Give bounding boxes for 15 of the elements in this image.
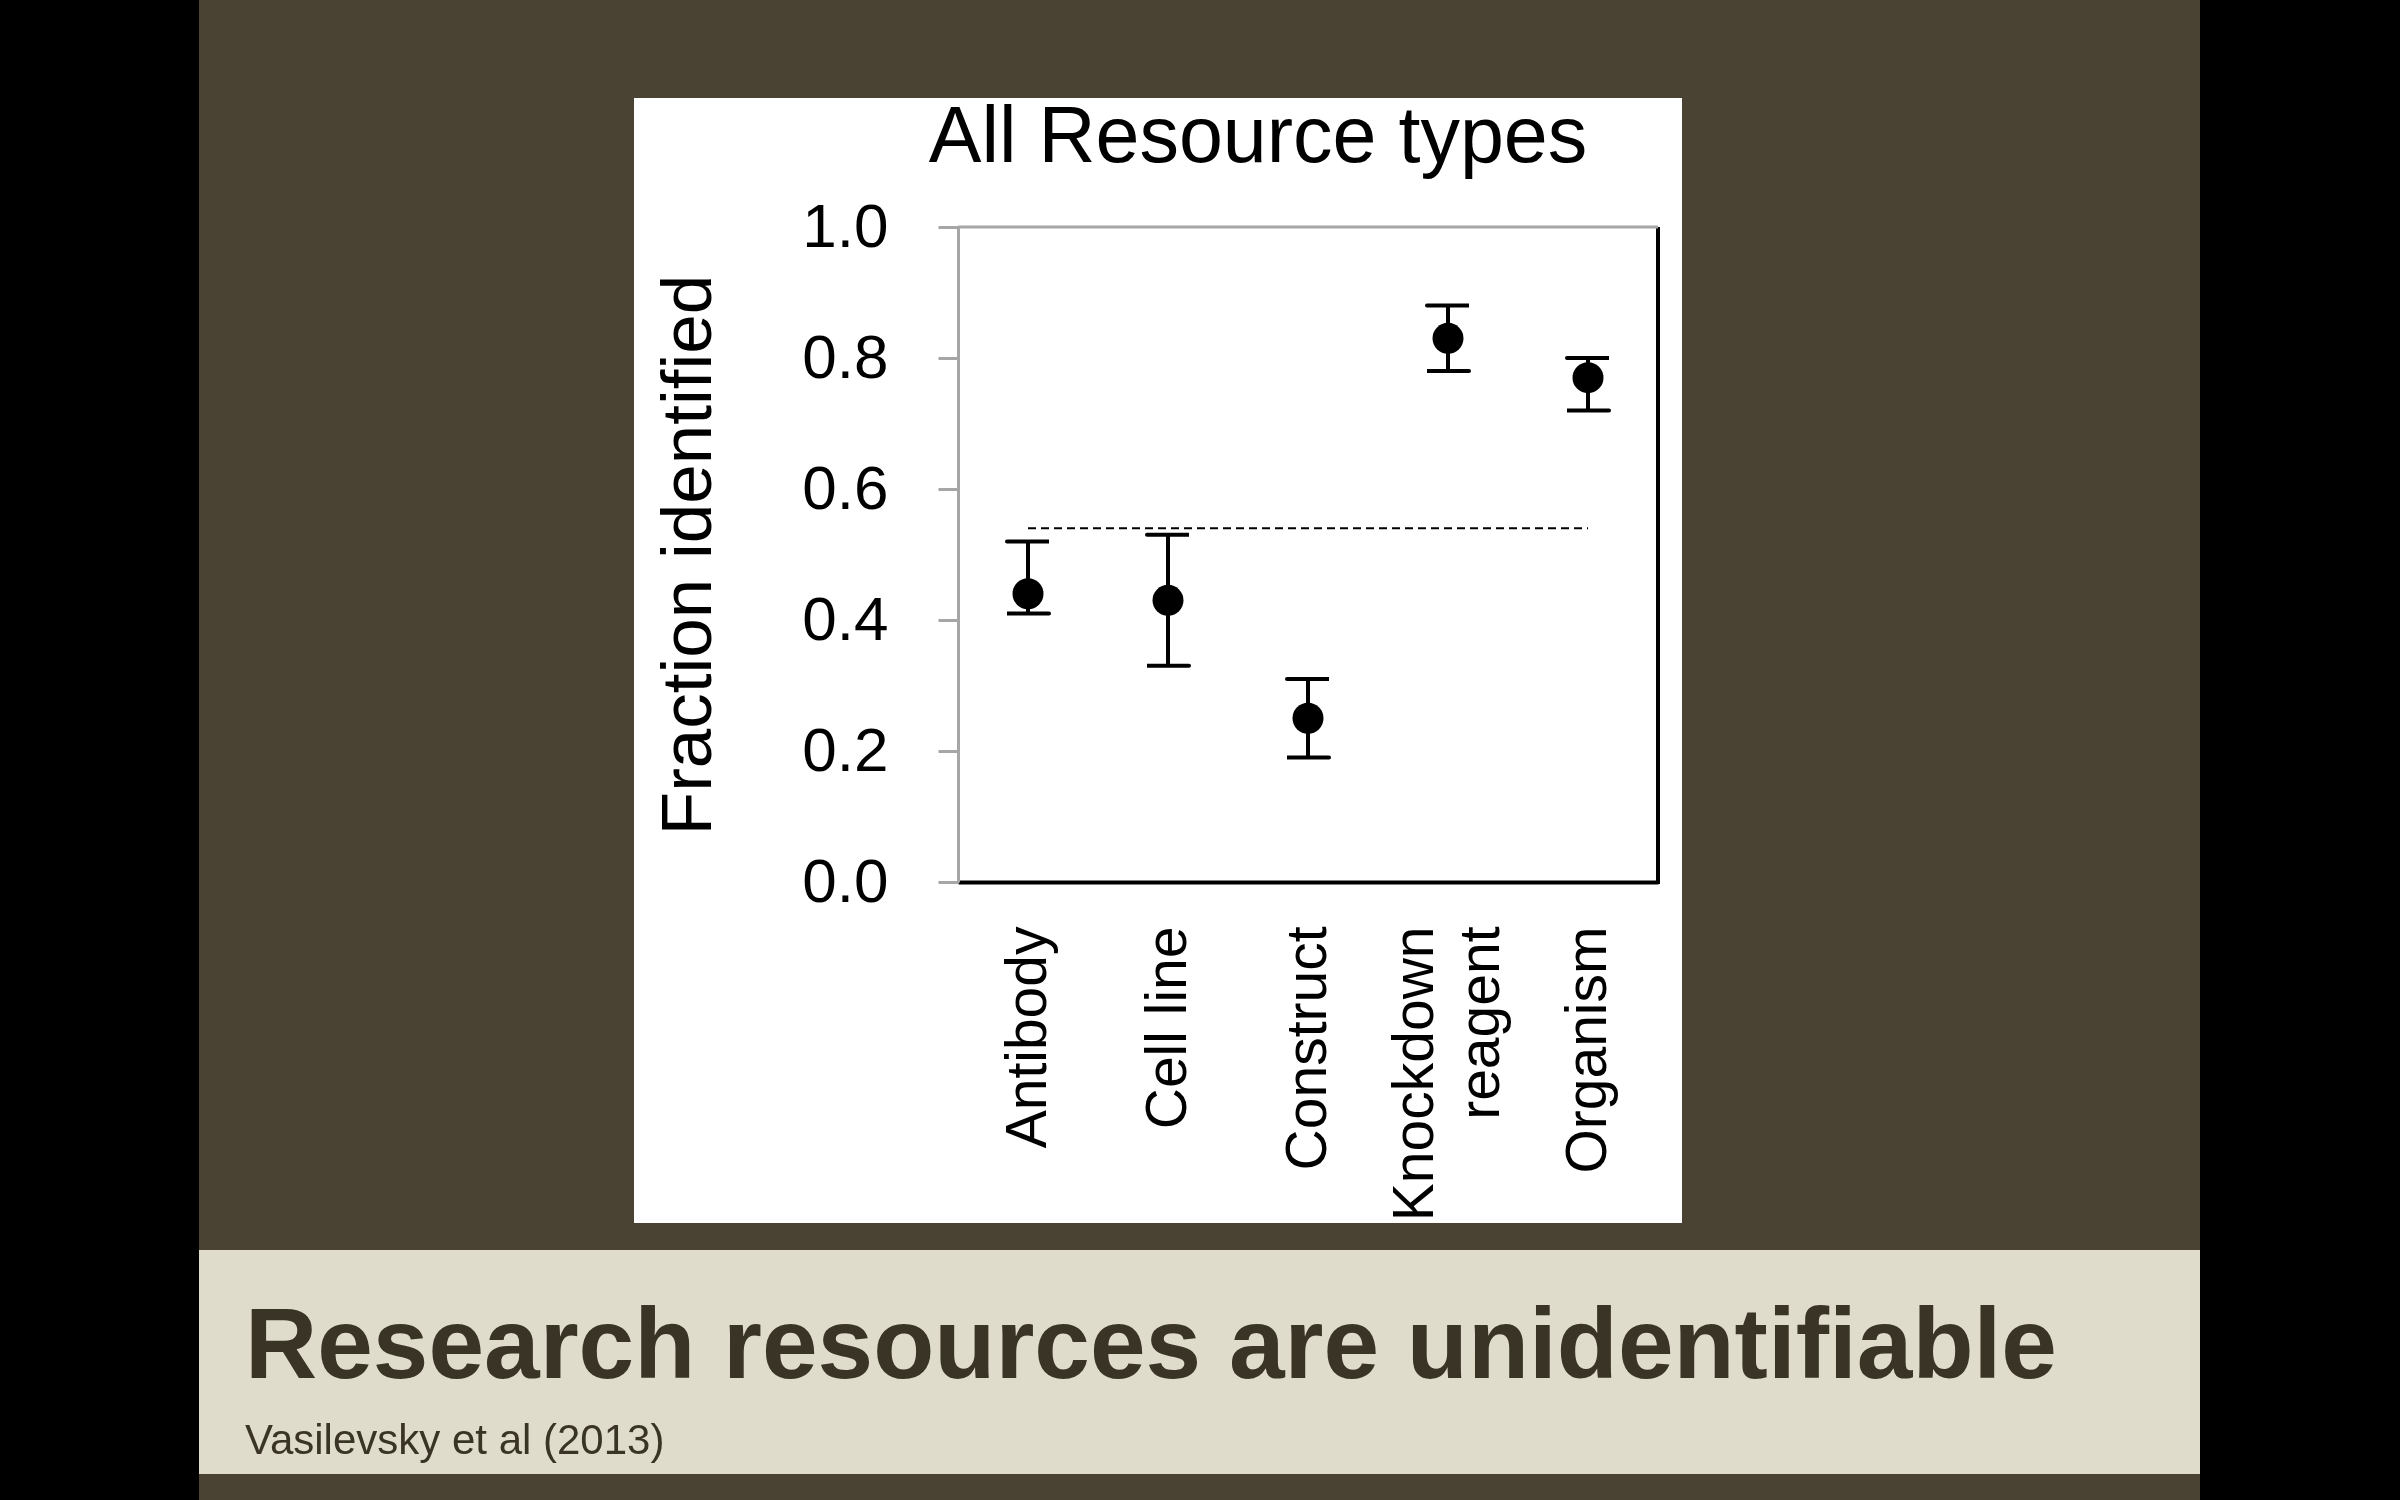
y-tick-label: 1.0	[802, 190, 889, 260]
x-tick-label: Cell line	[1133, 926, 1198, 1130]
y-tick-label: 0.2	[802, 714, 889, 784]
x-tick-label: Organism	[1553, 926, 1618, 1174]
y-axis-title: Fraction identified	[647, 274, 727, 836]
y-tick-label: 0.4	[802, 583, 889, 653]
text: Research resources are unidentifiable	[245, 1287, 2057, 1399]
chart-title: All Resource types	[928, 90, 1588, 179]
y-tick-label: 0.6	[802, 452, 889, 522]
y-tick-label: 0.0	[802, 845, 889, 915]
y-tick-label: 0.8	[802, 321, 889, 391]
x-tick-label: Knockdown reagent	[1380, 926, 1511, 1222]
x-tick-label: Antibody	[993, 926, 1058, 1149]
text: Vasilevsky et al (2013)	[245, 1416, 665, 1463]
x-tick-label: Construct	[1273, 926, 1338, 1171]
